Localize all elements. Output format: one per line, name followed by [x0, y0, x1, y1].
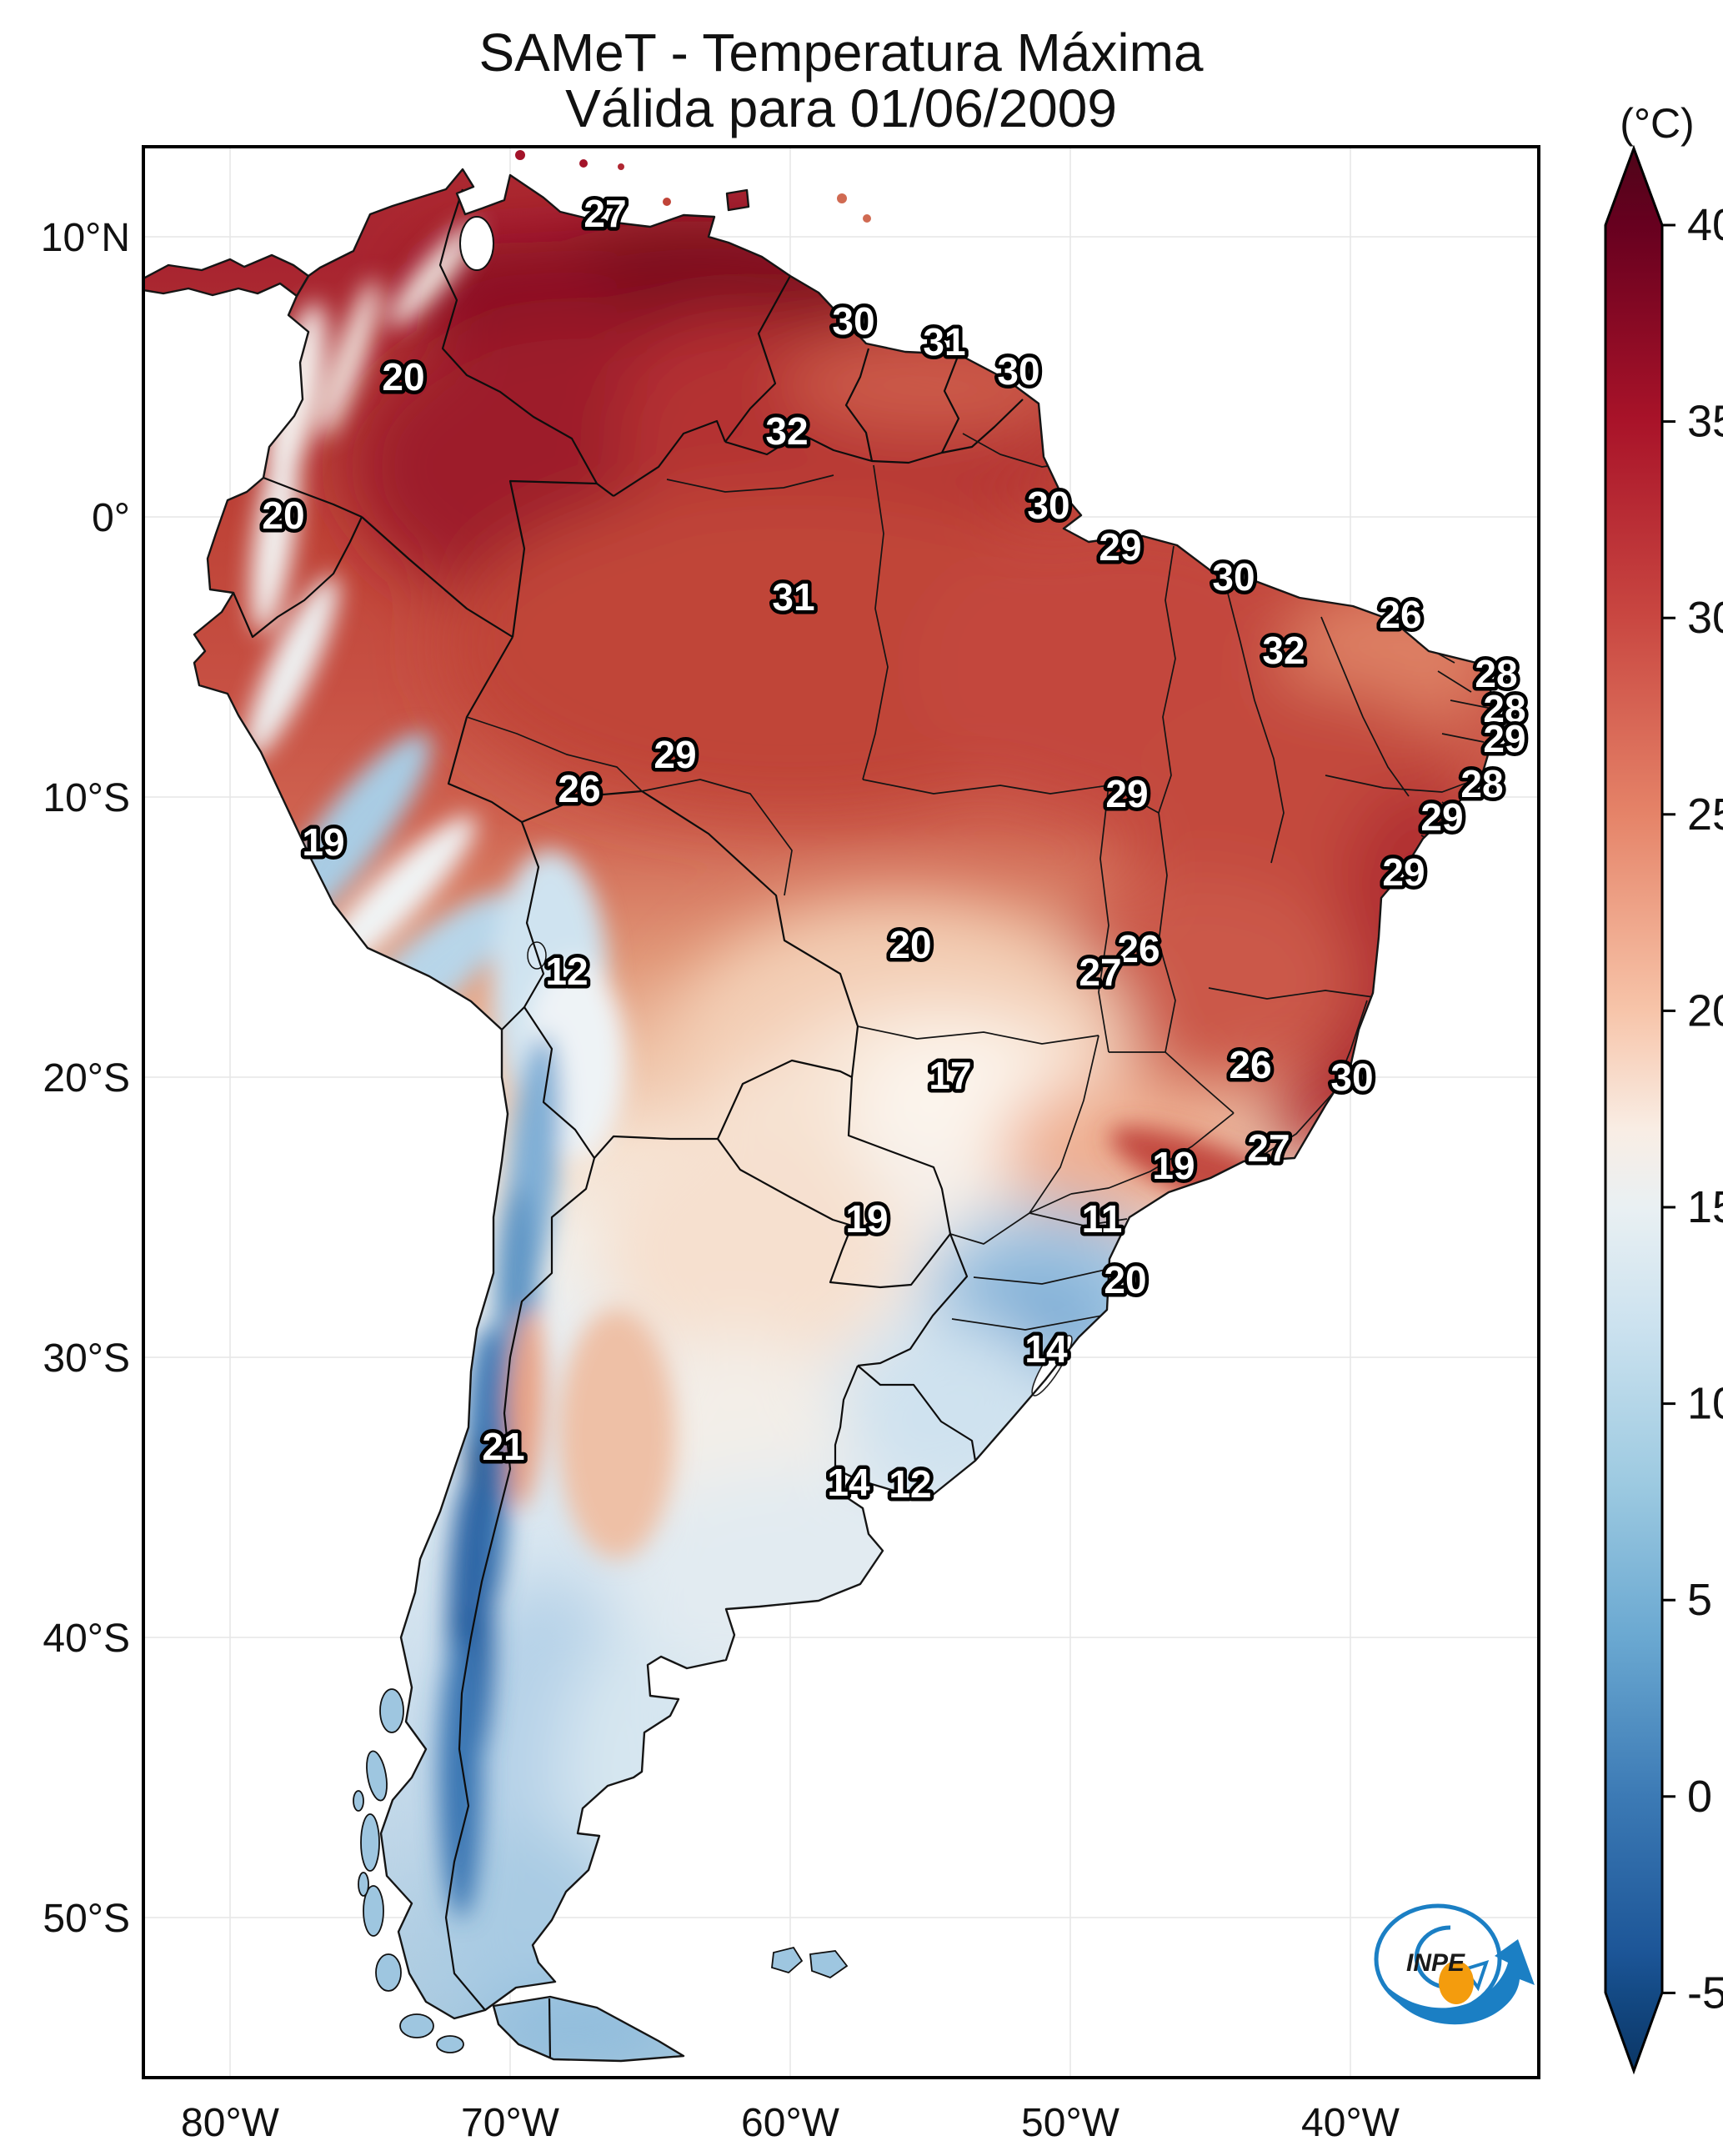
- colorbar-tick-30: 30: [1687, 593, 1723, 643]
- temp-label-29: 29: [654, 733, 696, 776]
- figure-title: SAMeT - Temperatura Máxima: [478, 23, 1203, 83]
- temp-label-20: 20: [262, 494, 304, 537]
- colorbar-tick-25: 25: [1687, 790, 1723, 840]
- temp-label-20: 20: [889, 923, 931, 966]
- temp-label-14: 14: [1024, 1327, 1068, 1371]
- lat-tick-40°S: 40°S: [43, 1617, 130, 1661]
- lon-tick-50°W: 50°W: [1021, 2101, 1120, 2145]
- temp-label-31: 31: [923, 320, 965, 364]
- temp-label-30: 30: [997, 349, 1039, 393]
- temp-label-12: 12: [545, 950, 588, 993]
- temp-label-31: 31: [772, 575, 814, 619]
- temp-label-29: 29: [1382, 850, 1425, 894]
- temp-label-32: 32: [1262, 629, 1305, 672]
- state-borders: [466, 433, 1493, 1331]
- longitude-axis-labels: 80°W 70°W 60°W 50°W 40°W: [181, 2101, 1400, 2145]
- inpe-logo-text: INPE: [1406, 1949, 1465, 1977]
- temp-label-19: 19: [1152, 1144, 1195, 1187]
- country-borders: [232, 188, 1024, 2060]
- latitude-axis-labels: 10°N 0° 10°S 20°S 30°S 40°S 50°S: [41, 216, 130, 1941]
- temp-label-26: 26: [1117, 927, 1160, 970]
- map-frame: [142, 145, 1540, 2079]
- temp-label-27: 27: [1247, 1126, 1290, 1170]
- temp-label-26: 26: [558, 767, 600, 810]
- lagoa-dos-patos: [1031, 1335, 1073, 1396]
- lat-tick-30°S: 30°S: [43, 1336, 130, 1381]
- colorbar-tick-10: 10: [1687, 1379, 1723, 1429]
- temp-label-29: 29: [1420, 795, 1463, 839]
- temp-label-17: 17: [929, 1054, 971, 1097]
- colorbar-gradient-bar: [1604, 144, 1664, 2075]
- temp-label-30: 30: [1330, 1055, 1373, 1099]
- lat-tick-10°N: 10°N: [41, 216, 130, 260]
- colorbar-tick-5: 5: [1687, 1575, 1712, 1625]
- temp-label-32: 32: [765, 409, 808, 453]
- temp-label-29: 29: [1099, 525, 1141, 569]
- temp-label-29: 29: [1483, 717, 1525, 760]
- lat-tick-50°S: 50°S: [43, 1897, 130, 1941]
- temp-label-28: 28: [1475, 652, 1517, 695]
- temp-label-30: 30: [1027, 484, 1069, 527]
- temp-label-27: 27: [1079, 950, 1121, 994]
- lat-tick-10°S: 10°S: [43, 776, 130, 820]
- temp-label-14: 14: [827, 1461, 870, 1504]
- temp-label-11: 11: [1082, 1197, 1123, 1241]
- colorbar-tick-20: 20: [1687, 985, 1723, 1035]
- colorbar: 40 35 30 25 20 15 10 5 0 -5 (°C): [1604, 100, 1723, 2075]
- temp-label-26: 26: [1379, 593, 1421, 636]
- falkland-east-island: [809, 1950, 849, 1979]
- inpe-logo-orange-globe-icon: [1439, 1961, 1474, 2004]
- lon-tick-60°W: 60°W: [741, 2101, 840, 2145]
- temp-label-20: 20: [382, 355, 424, 399]
- inpe-logo-swoosh-arrow-icon: [1386, 1939, 1535, 2025]
- falkland-west-island: [771, 1946, 804, 1974]
- temp-label-30: 30: [1212, 555, 1255, 599]
- temp-label-12: 12: [889, 1462, 931, 1506]
- lon-tick-80°W: 80°W: [181, 2101, 280, 2145]
- lakes: [459, 216, 1073, 1396]
- temp-label-19: 19: [302, 820, 344, 864]
- temp-label-21: 21: [482, 1425, 524, 1468]
- temp-label-29: 29: [1105, 772, 1148, 815]
- temp-label-28: 28: [1483, 687, 1525, 730]
- temp-label-19: 19: [845, 1197, 888, 1241]
- colorbar-tick-0: 0: [1687, 1772, 1712, 1822]
- islands: [353, 150, 871, 2053]
- lake-maracaibo: [459, 216, 494, 271]
- colorbar-unit-label: (°C): [1620, 100, 1694, 147]
- colorbar-ticks: 40 35 30 25 20 15 10 5 0 -5: [1662, 200, 1723, 2018]
- temp-label-27: 27: [584, 192, 626, 235]
- temp-label-26: 26: [1229, 1043, 1271, 1086]
- lat-tick-20°S: 20°S: [43, 1056, 130, 1101]
- colorbar-tick-40: 40: [1687, 200, 1723, 250]
- temp-label-28: 28: [1460, 762, 1503, 805]
- lat-tick-0°: 0°: [92, 496, 130, 540]
- inpe-logo: INPE: [1374, 1903, 1535, 2025]
- colorbar-tick--5: -5: [1687, 1968, 1723, 2018]
- lon-tick-40°W: 40°W: [1301, 2101, 1400, 2145]
- colorbar-tick-35: 35: [1687, 397, 1723, 447]
- colorbar-tick-15: 15: [1687, 1182, 1723, 1232]
- temperature-field: [245, 221, 1496, 2061]
- figure-subtitle: Válida para 01/06/2009: [565, 78, 1117, 138]
- temp-label-20: 20: [1104, 1258, 1146, 1301]
- temp-label-30: 30: [832, 299, 874, 343]
- lon-tick-70°W: 70°W: [461, 2101, 560, 2145]
